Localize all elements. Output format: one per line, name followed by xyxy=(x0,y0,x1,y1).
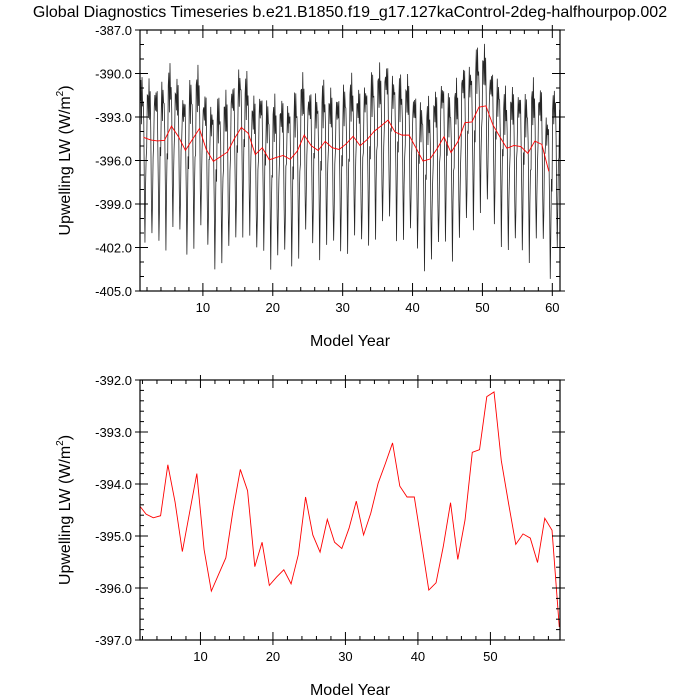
y-tick-label: -394.0 xyxy=(95,477,132,492)
x-tick-label: 50 xyxy=(483,649,497,664)
plot-panel-1: 10 20 30 40 50 60 -405.0 -402.0 -399.0 -396.0 -393… xyxy=(55,23,565,350)
figure-title: Global Diagnostics Timeseries b.e21.B185… xyxy=(32,4,668,21)
y-axis-title: Upwelling LW (W/m2) xyxy=(55,85,74,235)
y-tick-label: -393.0 xyxy=(95,110,132,125)
y-tick-label: -396.0 xyxy=(95,154,132,169)
x-axis-title: Model Year xyxy=(310,682,391,699)
y-axis-title-superscript: 2 xyxy=(55,90,66,96)
y-axis-title-end: ) xyxy=(57,85,74,90)
y-axis-title-end: ) xyxy=(57,435,74,440)
data-layer xyxy=(140,391,560,628)
series-line-monthly xyxy=(140,43,560,279)
x-tick-label: 60 xyxy=(545,300,559,315)
x-tick-label: 50 xyxy=(475,300,489,315)
plot-frame xyxy=(139,29,561,292)
x-tick-label: 10 xyxy=(193,649,207,664)
x-tick-label: 10 xyxy=(196,300,210,315)
series-line-annual xyxy=(140,391,560,628)
y-axis-title-superscript: 2 xyxy=(55,440,66,446)
data-layer xyxy=(140,43,560,279)
y-tick-label: -396.0 xyxy=(95,581,132,596)
y-tick-label: -387.0 xyxy=(95,23,132,38)
x-tick-label: 30 xyxy=(338,649,352,664)
y-axis-title: Upwelling LW (W/m2) xyxy=(55,435,74,585)
y-tick-label: -402.0 xyxy=(95,241,132,256)
y-axis-title-main: Upwelling LW (W/m xyxy=(57,446,74,585)
y-axis-title-main: Upwelling LW (W/m xyxy=(57,96,74,235)
x-tick-label: 20 xyxy=(266,300,280,315)
y-tick-label: -399.0 xyxy=(95,197,132,212)
plot-panel-2: 10 20 30 40 50 -397.0 -396.0 -395.0 -394.0 -393.0… xyxy=(55,373,565,699)
y-tick-label: -405.0 xyxy=(95,284,132,299)
plot-frame xyxy=(139,379,561,641)
y-tick-label: -392.0 xyxy=(95,373,132,388)
y-tick-label: -390.0 xyxy=(95,67,132,82)
y-tick-label: -395.0 xyxy=(95,529,132,544)
x-tick-label: 30 xyxy=(335,300,349,315)
x-tick-label: 20 xyxy=(266,649,280,664)
x-tick-label: 40 xyxy=(411,649,425,664)
y-tick-label: -393.0 xyxy=(95,425,132,440)
x-axis-title: Model Year xyxy=(310,333,391,350)
y-tick-label: -397.0 xyxy=(95,633,132,648)
x-tick-label: 40 xyxy=(405,300,419,315)
